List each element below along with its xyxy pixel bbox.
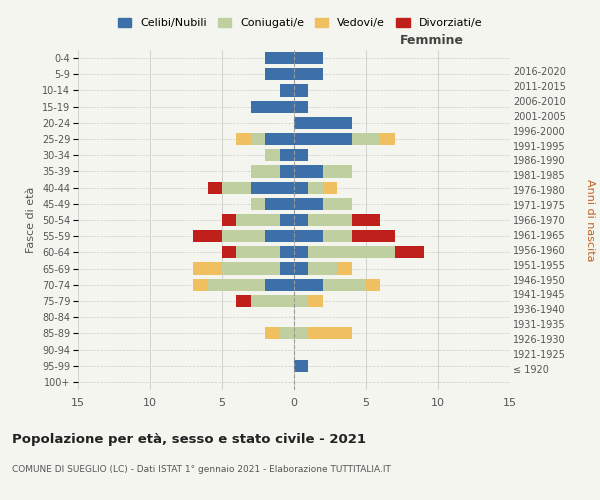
Bar: [222, 230, 265, 242]
Bar: [193, 230, 222, 242]
Bar: [280, 262, 294, 274]
Bar: [265, 328, 280, 340]
Bar: [251, 133, 265, 145]
Bar: [236, 295, 251, 307]
Bar: [308, 295, 323, 307]
Bar: [395, 246, 424, 258]
Bar: [308, 262, 337, 274]
Y-axis label: Anni di nascita: Anni di nascita: [585, 179, 595, 261]
Text: COMUNE DI SUEGLIO (LC) - Dati ISTAT 1° gennaio 2021 - Elaborazione TUTTITALIA.IT: COMUNE DI SUEGLIO (LC) - Dati ISTAT 1° g…: [12, 466, 391, 474]
Bar: [294, 278, 323, 291]
Bar: [294, 149, 308, 162]
Text: Popolazione per età, sesso e stato civile - 2021: Popolazione per età, sesso e stato civil…: [12, 432, 366, 446]
Bar: [323, 230, 352, 242]
Bar: [323, 198, 352, 210]
Bar: [251, 198, 265, 210]
Bar: [280, 246, 294, 258]
Bar: [352, 230, 395, 242]
Bar: [265, 278, 294, 291]
Text: Femmine: Femmine: [400, 34, 464, 46]
Bar: [294, 68, 323, 80]
Bar: [280, 214, 294, 226]
Bar: [308, 246, 395, 258]
Bar: [294, 133, 352, 145]
Bar: [251, 100, 294, 112]
Bar: [294, 262, 308, 274]
Bar: [236, 133, 251, 145]
Bar: [236, 214, 280, 226]
Bar: [294, 100, 308, 112]
Bar: [222, 182, 251, 194]
Bar: [208, 182, 222, 194]
Bar: [251, 166, 280, 177]
Bar: [352, 133, 380, 145]
Bar: [222, 214, 236, 226]
Bar: [294, 84, 308, 96]
Bar: [193, 278, 208, 291]
Bar: [323, 278, 366, 291]
Bar: [222, 262, 280, 274]
Bar: [366, 278, 380, 291]
Y-axis label: Fasce di età: Fasce di età: [26, 187, 37, 253]
Bar: [193, 262, 222, 274]
Bar: [323, 182, 337, 194]
Bar: [280, 166, 294, 177]
Bar: [251, 295, 294, 307]
Bar: [222, 246, 236, 258]
Bar: [236, 246, 280, 258]
Bar: [265, 198, 294, 210]
Bar: [265, 149, 280, 162]
Legend: Celibi/Nubili, Coniugati/e, Vedovi/e, Divorziati/e: Celibi/Nubili, Coniugati/e, Vedovi/e, Di…: [113, 13, 487, 32]
Bar: [265, 230, 294, 242]
Bar: [294, 246, 308, 258]
Bar: [294, 214, 308, 226]
Bar: [294, 166, 323, 177]
Bar: [208, 278, 265, 291]
Bar: [308, 214, 352, 226]
Bar: [337, 262, 352, 274]
Bar: [265, 68, 294, 80]
Bar: [294, 182, 308, 194]
Bar: [294, 295, 308, 307]
Bar: [294, 198, 323, 210]
Bar: [280, 149, 294, 162]
Bar: [251, 182, 294, 194]
Bar: [294, 328, 308, 340]
Bar: [294, 52, 323, 64]
Bar: [294, 360, 308, 372]
Bar: [380, 133, 395, 145]
Bar: [280, 84, 294, 96]
Bar: [308, 328, 352, 340]
Bar: [323, 166, 352, 177]
Bar: [294, 230, 323, 242]
Bar: [265, 52, 294, 64]
Bar: [280, 328, 294, 340]
Bar: [352, 214, 380, 226]
Bar: [294, 117, 352, 129]
Bar: [265, 133, 294, 145]
Bar: [308, 182, 323, 194]
